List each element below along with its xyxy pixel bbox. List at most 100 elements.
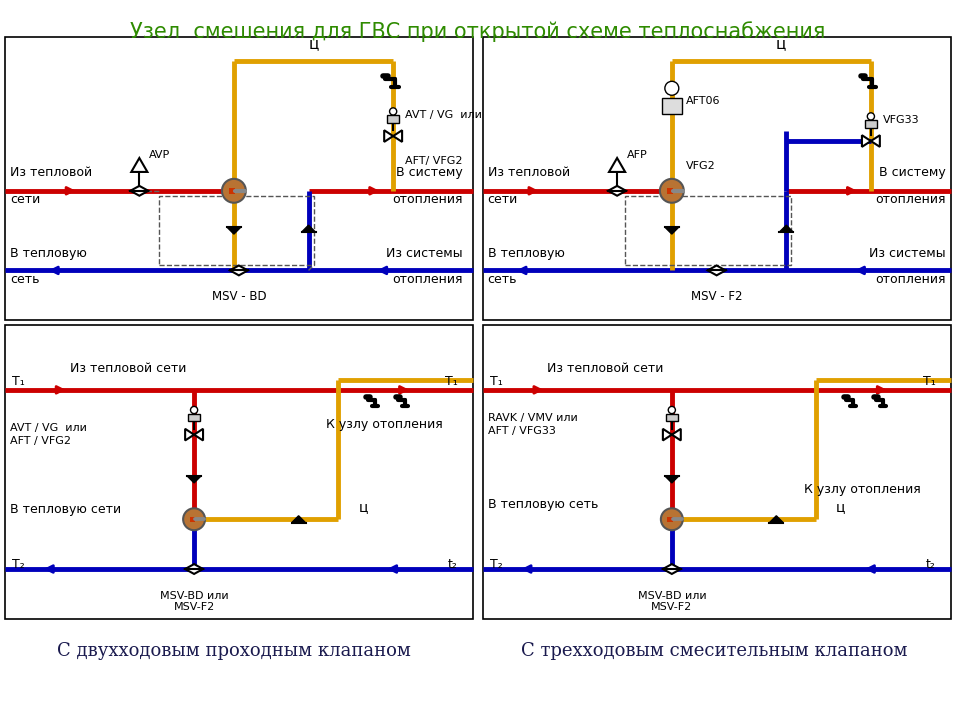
- Polygon shape: [131, 186, 148, 196]
- Polygon shape: [672, 429, 681, 441]
- Text: T₁: T₁: [923, 375, 936, 388]
- Circle shape: [222, 179, 246, 203]
- Text: AFT / VFG2: AFT / VFG2: [10, 436, 71, 446]
- Text: сети: сети: [488, 193, 518, 206]
- Polygon shape: [384, 130, 394, 142]
- Text: AFT/ VFG2: AFT/ VFG2: [405, 156, 463, 166]
- Circle shape: [660, 179, 684, 203]
- Text: С двухходовым проходным клапаном: С двухходовым проходным клапаном: [57, 642, 411, 660]
- Bar: [483, 37, 950, 320]
- Text: Из системы: Из системы: [869, 248, 946, 261]
- Text: MSV-BD или: MSV-BD или: [637, 591, 707, 601]
- Text: В тепловую сети: В тепловую сети: [10, 503, 121, 516]
- Text: Из системы: Из системы: [386, 248, 463, 261]
- Text: T₂: T₂: [490, 557, 502, 570]
- Bar: [865, 120, 877, 127]
- Text: MSV - BD: MSV - BD: [211, 290, 266, 303]
- Text: VFG2: VFG2: [685, 161, 715, 171]
- Text: AFT / VFG33: AFT / VFG33: [488, 426, 556, 436]
- Bar: [667, 188, 673, 194]
- Text: AFT06: AFT06: [685, 96, 720, 107]
- Bar: [190, 516, 195, 522]
- Text: В тепловую сеть: В тепловую сеть: [488, 498, 598, 510]
- Bar: [229, 188, 235, 194]
- Polygon shape: [185, 429, 194, 441]
- Polygon shape: [871, 135, 880, 147]
- Polygon shape: [708, 266, 726, 275]
- Polygon shape: [665, 227, 679, 234]
- Polygon shape: [301, 225, 316, 232]
- Text: VFG33: VFG33: [883, 114, 920, 125]
- Circle shape: [183, 508, 205, 530]
- Polygon shape: [132, 158, 148, 172]
- Text: сеть: сеть: [10, 274, 39, 287]
- Polygon shape: [609, 158, 625, 172]
- Text: сеть: сеть: [488, 274, 517, 287]
- Polygon shape: [187, 476, 201, 483]
- Bar: [5, 37, 472, 320]
- Bar: [159, 196, 314, 266]
- Text: ц: ц: [308, 37, 319, 51]
- Text: T₁: T₁: [490, 375, 502, 388]
- Bar: [5, 325, 472, 618]
- Text: Из тепловой сети: Из тепловой сети: [547, 362, 663, 375]
- Polygon shape: [292, 516, 305, 523]
- Bar: [188, 413, 201, 421]
- Text: отопления: отопления: [875, 274, 946, 287]
- Text: t₂: t₂: [448, 557, 458, 570]
- Text: T₁: T₁: [12, 375, 25, 388]
- Text: отопления: отопления: [393, 193, 463, 206]
- Polygon shape: [862, 135, 871, 147]
- Bar: [665, 413, 678, 421]
- Polygon shape: [227, 227, 241, 234]
- Bar: [625, 196, 791, 266]
- Polygon shape: [780, 225, 793, 232]
- Text: RAVK / VMV или: RAVK / VMV или: [488, 413, 578, 423]
- Text: Из тепловой: Из тепловой: [10, 166, 92, 179]
- Text: В систему: В систему: [396, 166, 463, 179]
- Text: t₂: t₂: [925, 557, 936, 570]
- Polygon shape: [185, 564, 204, 574]
- Text: AVP: AVP: [150, 150, 171, 160]
- Text: T₂: T₂: [12, 557, 25, 570]
- Text: Из тепловой сети: Из тепловой сети: [70, 362, 186, 375]
- Text: сети: сети: [10, 193, 40, 206]
- Polygon shape: [608, 186, 626, 196]
- Text: В тепловую: В тепловую: [10, 248, 86, 261]
- Circle shape: [390, 108, 396, 115]
- Text: ц: ц: [776, 37, 786, 51]
- Text: MSV - F2: MSV - F2: [691, 290, 742, 303]
- Text: ц: ц: [836, 500, 846, 514]
- Circle shape: [665, 81, 679, 95]
- Text: AVT / VG  или: AVT / VG или: [10, 423, 86, 433]
- Text: AVT / VG  или: AVT / VG или: [405, 109, 482, 120]
- Circle shape: [660, 508, 683, 530]
- Text: К узлу отопления: К узлу отопления: [326, 418, 443, 431]
- Circle shape: [668, 406, 676, 413]
- Text: MSV-F2: MSV-F2: [174, 602, 215, 612]
- Bar: [483, 325, 950, 618]
- Circle shape: [190, 406, 198, 413]
- Text: T₁: T₁: [445, 375, 458, 388]
- Polygon shape: [229, 266, 248, 275]
- Polygon shape: [665, 476, 679, 483]
- Text: отопления: отопления: [393, 274, 463, 287]
- Polygon shape: [394, 130, 402, 142]
- Text: В тепловую: В тепловую: [488, 248, 564, 261]
- Bar: [661, 98, 682, 114]
- Polygon shape: [662, 429, 672, 441]
- Text: С трехходовым смесительным клапаном: С трехходовым смесительным клапаном: [521, 642, 908, 660]
- Text: AFP: AFP: [627, 150, 648, 160]
- Polygon shape: [194, 429, 204, 441]
- Polygon shape: [769, 516, 783, 523]
- Bar: [387, 115, 399, 122]
- Text: MSV-F2: MSV-F2: [651, 602, 692, 612]
- Circle shape: [867, 113, 875, 120]
- Bar: [667, 516, 673, 522]
- Text: В систему: В систему: [878, 166, 946, 179]
- Text: MSV-BD или: MSV-BD или: [159, 591, 228, 601]
- Polygon shape: [662, 564, 681, 574]
- Text: Из тепловой: Из тепловой: [488, 166, 570, 179]
- Text: ц: ц: [358, 500, 368, 514]
- Text: Узел  смешения для ГВС при открытой схеме теплоснабжения: Узел смешения для ГВС при открытой схеме…: [130, 22, 826, 42]
